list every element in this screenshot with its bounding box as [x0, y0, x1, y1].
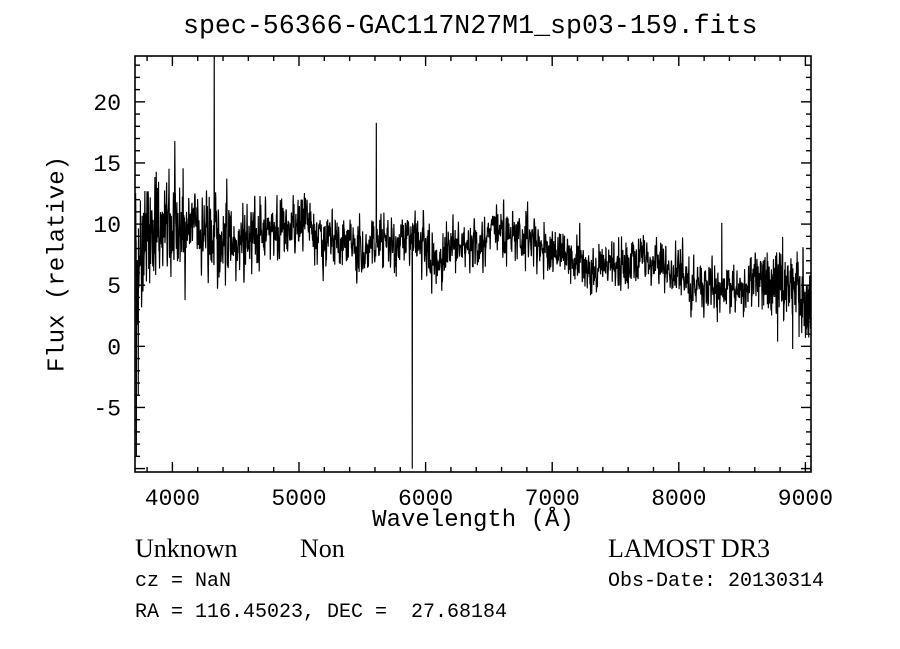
svg-text:9000: 9000: [778, 486, 833, 512]
svg-text:0: 0: [107, 335, 121, 361]
svg-text:20: 20: [93, 91, 121, 117]
svg-text:8000: 8000: [651, 486, 706, 512]
svg-text:-5: -5: [93, 396, 121, 422]
svg-text:5000: 5000: [271, 486, 326, 512]
svg-text:15: 15: [93, 152, 121, 178]
svg-text:4000: 4000: [145, 486, 200, 512]
svg-text:5: 5: [107, 274, 121, 300]
svg-text:10: 10: [93, 213, 121, 239]
